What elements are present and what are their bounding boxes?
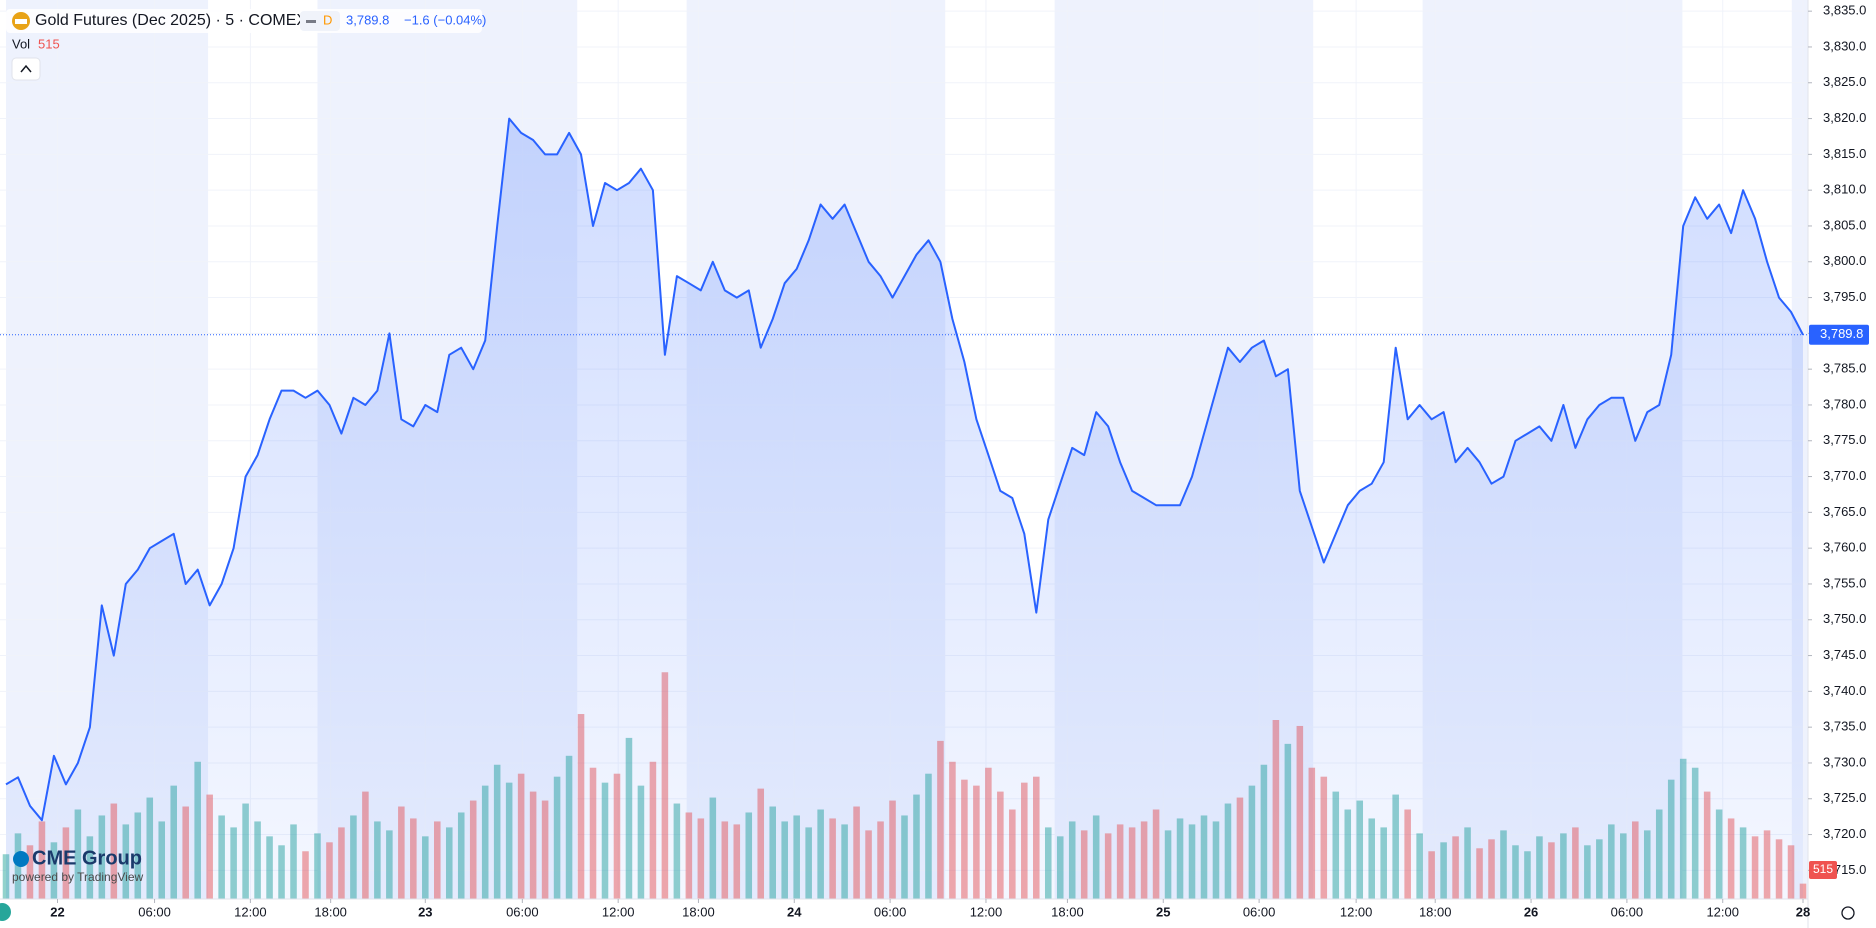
x-tick-label: 12:00 <box>234 904 267 919</box>
y-tick-label: 3,785.0 <box>1823 361 1866 376</box>
y-tick-label: 3,800.0 <box>1823 253 1866 268</box>
price-area <box>6 118 1803 900</box>
y-tick-label: 3,820.0 <box>1823 110 1866 125</box>
y-tick-label: 3,750.0 <box>1823 611 1866 626</box>
y-tick-label: 3,760.0 <box>1823 540 1866 555</box>
y-tick-label: 3,815.0 <box>1823 146 1866 161</box>
x-tick-label: 22 <box>50 904 64 919</box>
vol-label: Vol <box>12 36 30 51</box>
x-tick-label: 12:00 <box>602 904 635 919</box>
y-tick-label: 3,775.0 <box>1823 432 1866 447</box>
branding: CME Group powered by TradingView <box>0 847 144 921</box>
y-tick-label: 3,740.0 <box>1823 683 1866 698</box>
x-tick-label: 23 <box>418 904 432 919</box>
y-tick-label: 3,735.0 <box>1823 719 1866 734</box>
cme-globe <box>13 851 29 867</box>
badge-dash <box>306 20 316 23</box>
price-change: −1.6 (−0.04%) <box>404 12 486 27</box>
price-line <box>0 117 1808 900</box>
x-tick-label: 18:00 <box>314 904 347 919</box>
header-bg <box>6 9 482 33</box>
y-tick-label: 3,825.0 <box>1823 74 1866 89</box>
cme-brand: CME Group <box>32 847 142 869</box>
collapse-icon <box>20 64 32 73</box>
y-tick-label: 3,805.0 <box>1823 217 1866 232</box>
y-tick-label: 3,795.0 <box>1823 289 1866 304</box>
x-tick-label: 18:00 <box>1051 904 1084 919</box>
symbol-title: Gold Futures (Dec 2025) · 5 · COMEX <box>35 12 307 29</box>
last-price: 3,789.8 <box>346 12 389 27</box>
x-tick-label: 26 <box>1524 904 1538 919</box>
x-tick-label: 28 <box>1796 904 1810 919</box>
badge: D <box>323 12 332 27</box>
y-tick-label: 3,745.0 <box>1823 647 1866 662</box>
y-tick-label: 3,835.0 <box>1823 3 1866 18</box>
symbol-logo-bars <box>15 19 27 24</box>
collapse-button[interactable] <box>11 57 41 81</box>
settings-icon[interactable] <box>1841 906 1855 920</box>
badge-bg <box>300 11 340 31</box>
legend-header: Gold Futures (Dec 2025) · 5 · COMEX D 3,… <box>6 9 486 81</box>
y-tick-label: 3,765.0 <box>1823 504 1866 519</box>
corner-indicator <box>0 903 11 921</box>
x-tick-label: 12:00 <box>1340 904 1373 919</box>
y-tick-label: 3,725.0 <box>1823 790 1866 805</box>
x-tick-label: 12:00 <box>970 904 1003 919</box>
axes: 3,715.03,720.03,725.03,730.03,735.03,740… <box>50 3 1869 919</box>
x-tick-label: 06:00 <box>1243 904 1276 919</box>
x-tick-label: 12:00 <box>1706 904 1739 919</box>
last-price-tag-label: 3,789.8 <box>1820 326 1863 341</box>
x-tick-label: 06:00 <box>506 904 539 919</box>
y-tick-label: 3,730.0 <box>1823 754 1866 769</box>
vol-tag-label: 515 <box>1813 862 1833 876</box>
y-tick-label: 3,720.0 <box>1823 826 1866 841</box>
powered-by: powered by TradingView <box>12 870 144 884</box>
x-tick-label: 18:00 <box>1419 904 1452 919</box>
x-tick-label: 18:00 <box>682 904 715 919</box>
vol-tag <box>1809 861 1837 879</box>
settings <box>1841 906 1855 920</box>
x-tick-label: 06:00 <box>1611 904 1644 919</box>
y-tick-label: 3,770.0 <box>1823 468 1866 483</box>
y-tick-label: 3,830.0 <box>1823 38 1866 53</box>
y-tick-label: 3,780.0 <box>1823 396 1866 411</box>
vol-value: 515 <box>38 36 60 51</box>
x-tick-label: 06:00 <box>874 904 907 919</box>
y-tick-label: 3,755.0 <box>1823 575 1866 590</box>
y-tick-label: 3,810.0 <box>1823 182 1866 197</box>
x-tick-label: 24 <box>787 904 802 919</box>
x-tick-label: 06:00 <box>138 904 171 919</box>
last-price-tag <box>1809 324 1869 345</box>
x-tick-label: 25 <box>1156 904 1170 919</box>
price-line <box>5 117 1804 822</box>
